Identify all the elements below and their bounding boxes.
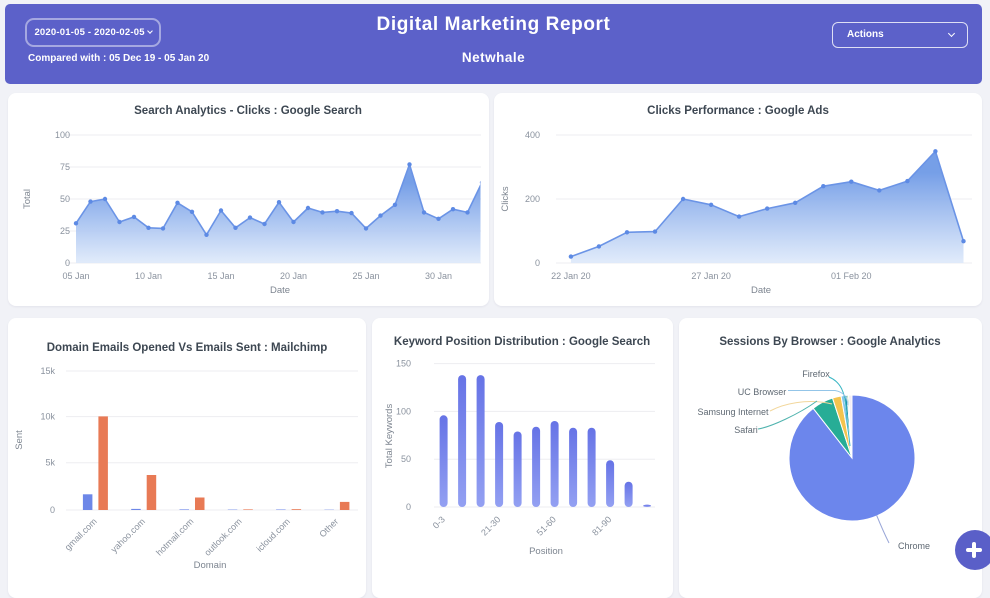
svg-text:Sessions By Browser : Google A: Sessions By Browser : Google Analytics [719, 336, 940, 348]
svg-text:01 Feb 20: 01 Feb 20 [831, 271, 872, 281]
svg-text:75: 75 [60, 162, 70, 172]
svg-text:Domain: Domain [194, 560, 227, 571]
svg-text:0: 0 [50, 505, 55, 515]
svg-text:30 Jan: 30 Jan [425, 271, 452, 281]
svg-text:50: 50 [401, 454, 411, 464]
svg-text:20 Jan: 20 Jan [280, 271, 307, 281]
svg-text:25 Jan: 25 Jan [352, 271, 379, 281]
svg-text:Chrome: Chrome [898, 541, 930, 551]
svg-text:Total Keywords: Total Keywords [384, 404, 395, 469]
svg-text:51-60: 51-60 [535, 514, 558, 537]
svg-text:Other: Other [317, 516, 340, 539]
svg-text:150: 150 [396, 359, 411, 369]
svg-text:Search Analytics - Clicks : Go: Search Analytics - Clicks : Google Searc… [134, 105, 362, 117]
svg-text:10 Jan: 10 Jan [135, 271, 162, 281]
svg-text:yahoo.com: yahoo.com [109, 516, 147, 554]
svg-text:UC Browser: UC Browser [738, 387, 787, 397]
svg-text:22 Jan 20: 22 Jan 20 [551, 271, 591, 281]
svg-text:Date: Date [270, 285, 290, 296]
svg-text:25: 25 [60, 226, 70, 236]
svg-text:0-3: 0-3 [431, 514, 447, 530]
svg-text:Date: Date [751, 285, 771, 296]
svg-text:0: 0 [65, 258, 70, 268]
svg-text:81-90: 81-90 [590, 514, 613, 537]
svg-text:Domain Emails Opened Vs Emails: Domain Emails Opened Vs Emails Sent : Ma… [47, 342, 328, 354]
svg-text:hotmail.com: hotmail.com [154, 516, 195, 557]
svg-text:100: 100 [396, 406, 411, 416]
svg-text:Sent: Sent [14, 430, 25, 450]
svg-text:400: 400 [525, 130, 540, 140]
svg-text:21-30: 21-30 [479, 514, 502, 537]
svg-text:50: 50 [60, 194, 70, 204]
svg-text:Total: Total [22, 189, 33, 209]
svg-text:gmail.com: gmail.com [63, 516, 99, 552]
svg-text:27 Jan 20: 27 Jan 20 [691, 271, 731, 281]
svg-text:Safari: Safari [734, 425, 758, 435]
svg-text:100: 100 [55, 130, 70, 140]
svg-text:200: 200 [525, 194, 540, 204]
svg-text:Position: Position [529, 546, 563, 557]
svg-text:0: 0 [535, 258, 540, 268]
svg-text:Firefox: Firefox [802, 369, 830, 379]
svg-text:15k: 15k [40, 366, 55, 376]
svg-text:icloud.com: icloud.com [255, 516, 292, 553]
svg-text:Keyword Position Distribution: Keyword Position Distribution : Google S… [394, 336, 650, 348]
svg-text:15 Jan: 15 Jan [207, 271, 234, 281]
svg-text:Clicks Performance : Google Ad: Clicks Performance : Google Ads [647, 105, 829, 117]
svg-text:outlook.com: outlook.com [202, 516, 243, 557]
svg-text:Clicks: Clicks [500, 186, 511, 212]
svg-text:0: 0 [406, 502, 411, 512]
svg-text:05 Jan: 05 Jan [62, 271, 89, 281]
svg-text:Samsung Internet: Samsung Internet [697, 407, 769, 417]
svg-text:10k: 10k [40, 412, 55, 422]
svg-text:5k: 5k [45, 458, 55, 468]
